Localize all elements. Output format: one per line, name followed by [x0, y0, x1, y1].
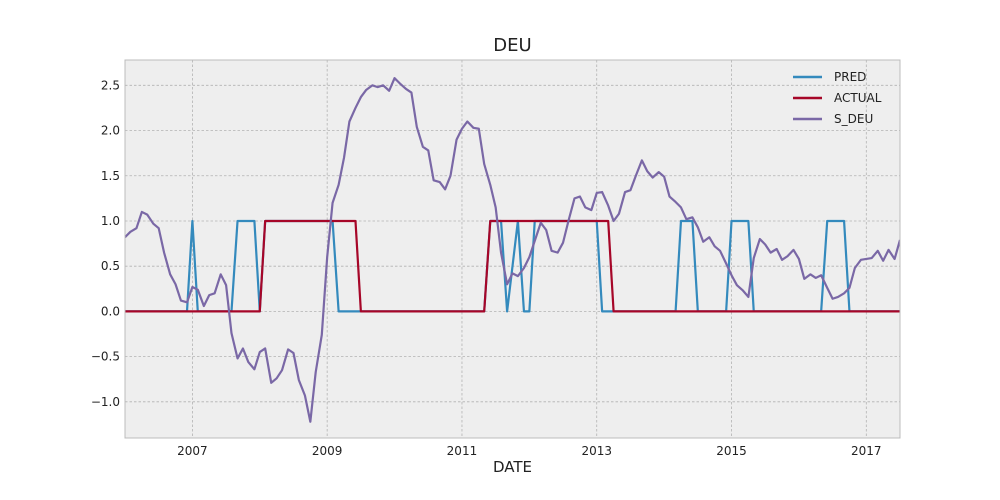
y-tick-label: 0.5	[101, 259, 120, 273]
x-tick-label: 2009	[312, 444, 343, 458]
legend-label: ACTUAL	[834, 91, 882, 105]
y-tick-label: 2.5	[101, 78, 120, 92]
y-tick-label: 0.0	[101, 304, 120, 318]
axis-ticks: 2007 2009 2011 2013 2015 2017 −1.0 −0.5 0.0 0.5 1.…	[91, 78, 882, 458]
x-tick-label: 2017	[851, 444, 882, 458]
y-tick-label: 1.0	[101, 214, 120, 228]
plot-area	[125, 60, 900, 438]
legend: PRED ACTUAL S_DEU	[793, 70, 882, 126]
y-tick-label: 1.5	[101, 169, 120, 183]
legend-label: S_DEU	[834, 112, 873, 126]
y-tick-label: 2.0	[101, 124, 120, 138]
x-tick-label: 2013	[581, 444, 612, 458]
series-line-pred	[125, 219, 900, 313]
x-tick-label: 2015	[716, 444, 747, 458]
series-lines	[125, 76, 900, 423]
x-axis-label: DATE	[493, 458, 532, 476]
series-line-s-deu	[125, 76, 900, 423]
x-tick-label: 2007	[177, 444, 208, 458]
y-tick-label: −1.0	[91, 395, 120, 409]
series-line-actual	[125, 219, 900, 313]
plot-frame	[124, 59, 901, 439]
chart-title: DEU	[493, 35, 531, 56]
x-tick-label: 2011	[447, 444, 478, 458]
legend-label: PRED	[834, 70, 866, 84]
y-tick-label: −0.5	[91, 350, 120, 364]
